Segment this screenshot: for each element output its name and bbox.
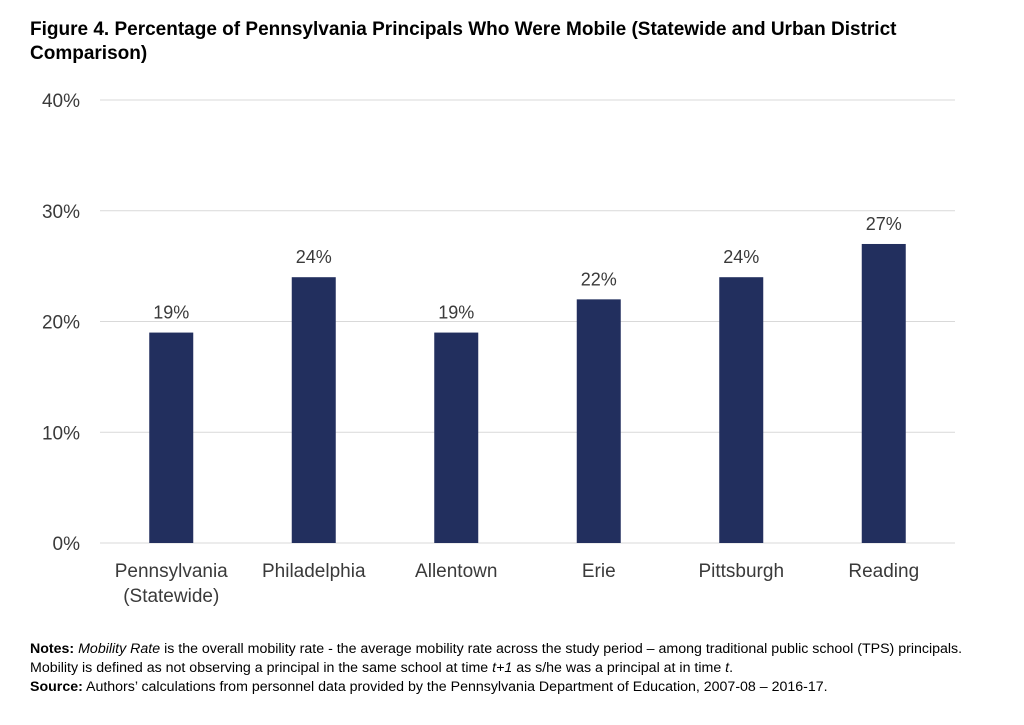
- source-text: Authors’ calculations from personnel dat…: [82, 679, 828, 695]
- category-label: Allentown: [415, 561, 497, 582]
- notes-text-3: .: [729, 660, 734, 676]
- notes-term: Mobility Rate: [78, 641, 161, 657]
- category-label: (Statewide): [123, 586, 219, 607]
- y-tick-label: 30%: [42, 202, 80, 223]
- y-tick-label: 10%: [42, 423, 80, 444]
- x-axis-categories: Pennsylvania (Statewide) Philadelphia Allen…: [115, 561, 919, 607]
- y-axis-ticks: 0% 10% 20% 30% 40%: [42, 91, 80, 555]
- category-label: Pennsylvania: [115, 561, 228, 582]
- bar: [719, 277, 764, 543]
- bar: [434, 332, 479, 543]
- chart-notes: Notes: Mobility Rate is the overall mobi…: [30, 640, 1000, 697]
- bar: [291, 277, 336, 543]
- data-label: 24%: [723, 247, 759, 267]
- data-labels: 19% 24% 19% 22% 24% 27%: [153, 214, 902, 323]
- bar: [149, 332, 194, 543]
- data-label: 19%: [153, 303, 189, 323]
- y-tick-label: 0%: [53, 534, 81, 555]
- notes-label: Notes:: [30, 641, 75, 657]
- chart-title: Figure 4. Percentage of Pennsylvania Pri…: [30, 19, 897, 64]
- bar: [576, 299, 621, 543]
- notes-t1: t+1: [492, 660, 513, 676]
- source-label: Source:: [30, 679, 83, 695]
- bars: [149, 243, 906, 543]
- data-label: 27%: [866, 214, 902, 234]
- bar: [861, 243, 906, 543]
- category-label: Philadelphia: [262, 561, 366, 582]
- data-label: 22%: [581, 269, 617, 289]
- bar-chart: 0% 10% 20% 30% 40% 19% 24% 19% 22% 24% 27% Pennsy…: [42, 91, 955, 607]
- category-label: Erie: [582, 561, 616, 582]
- category-label: Pittsburgh: [698, 561, 784, 582]
- notes-t: t: [725, 660, 730, 676]
- notes-text-1: is the overall mobility rate - the avera…: [30, 641, 963, 676]
- y-tick-label: 20%: [42, 313, 80, 334]
- data-label: 19%: [438, 303, 474, 323]
- y-tick-label: 40%: [42, 91, 80, 112]
- category-label: Reading: [848, 561, 919, 582]
- notes-text-2: as s/he was a principal at in time: [512, 660, 726, 676]
- gridlines: [100, 99, 955, 544]
- data-label: 24%: [296, 247, 332, 267]
